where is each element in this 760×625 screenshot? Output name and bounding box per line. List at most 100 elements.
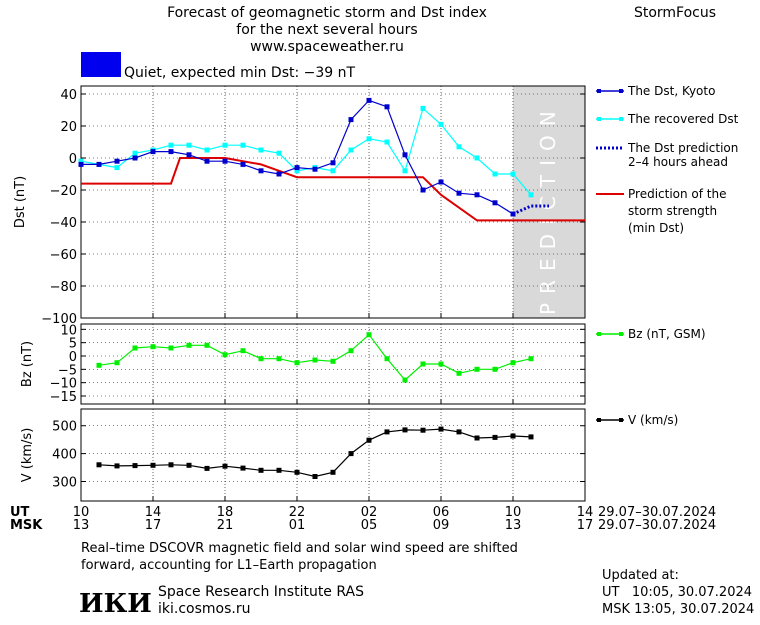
legend-prediction: The Dst prediction 2–4 hours ahead (596, 141, 738, 169)
brand-name: StormFocus (634, 5, 716, 21)
v-axis-label: V (km/s) (20, 428, 35, 483)
dst-point (294, 165, 300, 171)
prediction-label: PREDICTION (536, 102, 560, 315)
dst-point (222, 158, 228, 164)
bz-series-line (98, 333, 532, 381)
v-point (222, 463, 228, 469)
v-point (510, 433, 516, 439)
bz-point (96, 362, 102, 368)
bz-point (186, 342, 192, 348)
legend-strength: Prediction of the storm strength (min Ds… (596, 187, 727, 235)
dst-point (456, 190, 462, 196)
chart-title-line1: Forecast of geomagnetic storm and Dst in… (167, 5, 487, 21)
dst-point (438, 179, 444, 185)
dst-point (204, 158, 210, 164)
bz-point (366, 332, 372, 338)
recovered-point (240, 142, 246, 148)
v-point (168, 462, 174, 468)
recovered-point (186, 142, 192, 148)
dst-series-line (81, 99, 514, 215)
iki-logo: ИКИ (79, 589, 152, 619)
updated-ut: UT 10:05, 30.07.2024 (602, 585, 752, 600)
v-point (474, 435, 480, 441)
bz-point (114, 360, 120, 366)
recovered-point (222, 142, 228, 148)
bz-point (528, 356, 534, 362)
v-point (276, 467, 282, 473)
recovered-point (510, 171, 516, 177)
dst-ytick-label: 20 (60, 120, 77, 135)
dst-point (114, 158, 120, 164)
v-point (186, 462, 192, 468)
dst-ytick-label: −100 (41, 312, 77, 327)
updated-msk: MSK 13:05, 30.07.2024 (602, 602, 754, 617)
v-point (420, 427, 426, 433)
dst-point (384, 104, 390, 110)
bz-point (402, 377, 408, 383)
recovered-point (114, 165, 120, 171)
recovered-point (420, 105, 426, 111)
recovered-point (276, 150, 282, 156)
recovered-point (294, 168, 300, 174)
recovered-point (204, 147, 210, 153)
bz-ytick-label: 10 (60, 323, 77, 338)
bz-point (258, 356, 264, 362)
ut-tick-label: 06 (433, 505, 450, 520)
bz-point (456, 370, 462, 376)
footer-note-line2: forward, accounting for L1–Earth propaga… (81, 558, 377, 573)
v-point (294, 469, 300, 475)
strength-series-line (81, 157, 585, 222)
bz-ytick-label: 5 (69, 337, 77, 352)
legend-v: V (km/s) (596, 413, 678, 427)
dst-point (186, 152, 192, 158)
msk-tick-label: 17 (145, 518, 162, 533)
msk-row-label: MSK (10, 518, 43, 533)
dst-axis-label: Dst (nT) (13, 176, 28, 228)
v-point (114, 463, 120, 469)
v-point (492, 434, 498, 440)
recovered-point (438, 121, 444, 127)
bz-point (168, 345, 174, 351)
v-series-line (98, 428, 532, 478)
bz-point (348, 348, 354, 354)
legend-prediction-label-1: The Dst prediction (627, 141, 738, 155)
bz-point (384, 356, 390, 362)
dst-point (402, 152, 408, 158)
dst-point (330, 160, 336, 166)
footer-note-line1: Real–time DSCOVR magnetic field and sola… (81, 541, 518, 556)
legend-prediction-label-2: 2–4 hours ahead (628, 155, 728, 169)
recovered-point (258, 147, 264, 153)
legend-bz-label: Bz (nT, GSM) (628, 327, 706, 341)
bz-point (150, 344, 156, 350)
date-range-ut: 29.07–30.07.2024 (598, 505, 716, 520)
v-point (366, 437, 372, 443)
bz-point (492, 366, 498, 372)
recovered-point (366, 136, 372, 142)
bz-point (312, 357, 318, 363)
msk-tick-label: 17 (577, 518, 594, 533)
bz-point (276, 356, 282, 362)
recovered-point (402, 168, 408, 174)
dst-ytick-label: −60 (50, 248, 77, 263)
recovered-point (132, 150, 138, 156)
legend-strength-label-3: (min Dst) (628, 221, 684, 235)
bz-ytick-label: 0 (69, 350, 77, 365)
v-ytick-label: 400 (52, 448, 77, 463)
v-point (258, 467, 264, 473)
msk-tick-label: 09 (433, 518, 450, 533)
v-point (150, 462, 156, 468)
msk-tick-label: 13 (73, 518, 90, 533)
legend-dst-kyoto: The Dst, Kyoto (596, 84, 715, 98)
dst-point (258, 168, 264, 174)
ut-tick-label: 10 (73, 505, 90, 520)
bz-point (330, 358, 336, 364)
recovered-point (492, 171, 498, 177)
chart-site-url: www.spaceweather.ru (250, 39, 404, 55)
v-point (456, 429, 462, 435)
bz-point (222, 352, 228, 358)
v-point (330, 469, 336, 475)
v-point (438, 426, 444, 432)
ut-row-label: UT (10, 505, 30, 520)
dst-point (366, 97, 372, 103)
